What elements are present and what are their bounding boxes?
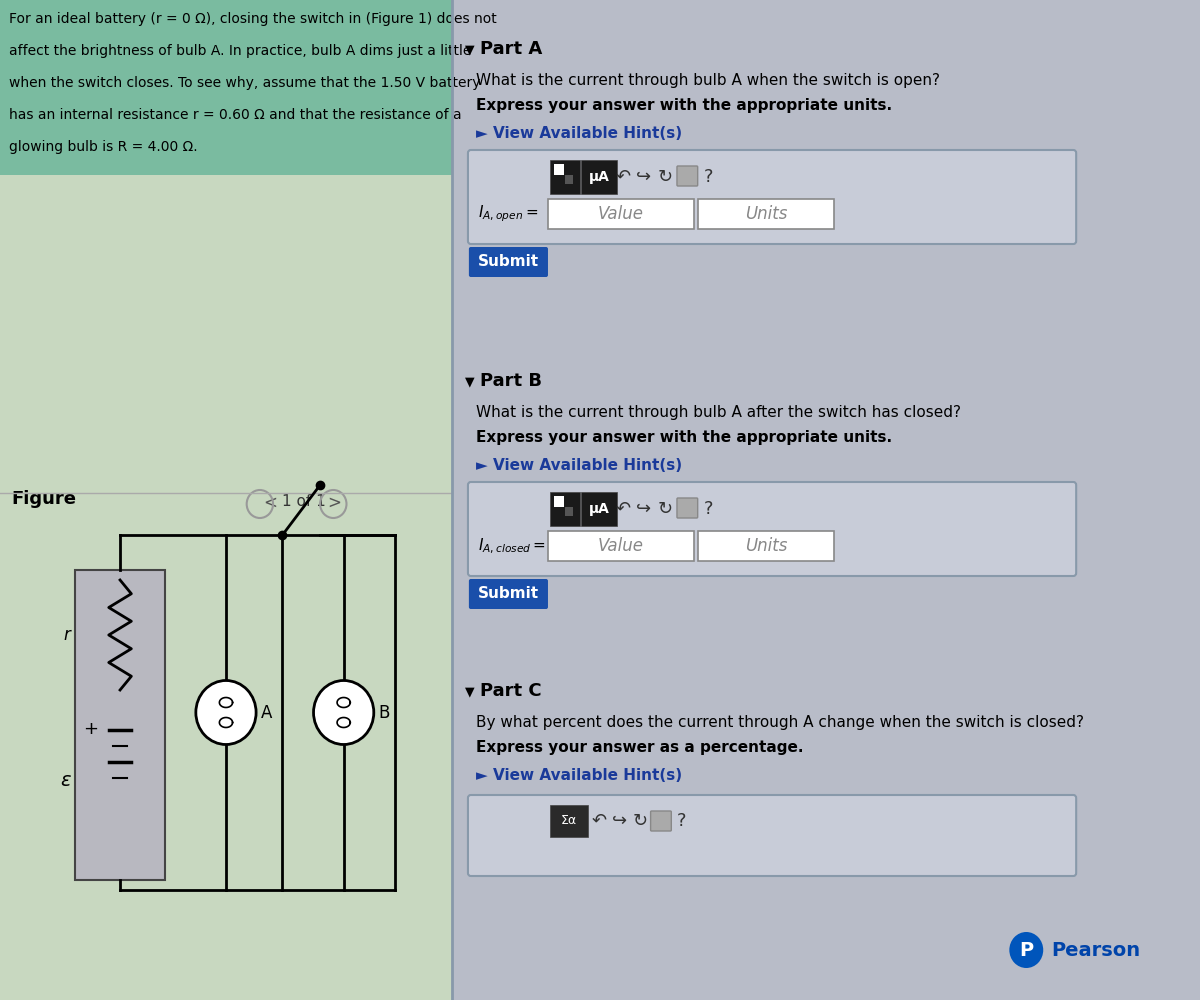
Text: Units: Units <box>745 537 787 555</box>
Text: ↶: ↶ <box>616 500 631 518</box>
FancyBboxPatch shape <box>677 166 697 186</box>
Text: B: B <box>378 704 390 722</box>
FancyBboxPatch shape <box>548 531 694 561</box>
Text: when the switch closes. To see why, assume that the 1.50 V battery: when the switch closes. To see why, assu… <box>10 76 481 90</box>
FancyBboxPatch shape <box>452 0 1130 1000</box>
FancyBboxPatch shape <box>581 492 617 526</box>
Text: Σα: Σα <box>560 814 577 828</box>
Text: ▼: ▼ <box>466 43 475 56</box>
Text: ↶: ↶ <box>592 812 606 830</box>
FancyBboxPatch shape <box>697 531 834 561</box>
FancyBboxPatch shape <box>650 811 671 831</box>
FancyBboxPatch shape <box>565 175 574 184</box>
Text: Submit: Submit <box>478 586 539 601</box>
Text: r: r <box>64 626 71 644</box>
Text: Express your answer with the appropriate units.: Express your answer with the appropriate… <box>476 430 893 445</box>
Text: ?: ? <box>703 500 713 518</box>
FancyBboxPatch shape <box>469 579 548 609</box>
Text: μA: μA <box>588 502 610 516</box>
Text: Value: Value <box>598 205 644 223</box>
FancyBboxPatch shape <box>0 0 452 175</box>
Text: A: A <box>260 704 272 722</box>
Circle shape <box>1009 932 1043 968</box>
Text: ?: ? <box>677 812 686 830</box>
FancyBboxPatch shape <box>553 164 564 175</box>
FancyBboxPatch shape <box>468 482 1076 576</box>
Text: ↪: ↪ <box>636 168 652 186</box>
Text: ε: ε <box>60 770 71 790</box>
Text: ▼: ▼ <box>466 375 475 388</box>
Text: Pearson: Pearson <box>1051 940 1140 960</box>
Text: ↶: ↶ <box>616 168 631 186</box>
FancyBboxPatch shape <box>76 570 164 880</box>
FancyBboxPatch shape <box>550 805 588 837</box>
Text: has an internal resistance r = 0.60 Ω and that the resistance of a: has an internal resistance r = 0.60 Ω an… <box>10 108 462 122</box>
Text: For an ideal battery (r = 0 Ω), closing the switch in (Figure 1) does not: For an ideal battery (r = 0 Ω), closing … <box>10 12 497 26</box>
FancyBboxPatch shape <box>468 150 1076 244</box>
Circle shape <box>313 680 373 744</box>
FancyBboxPatch shape <box>468 795 1076 876</box>
Text: 1 of 1: 1 of 1 <box>282 494 326 509</box>
Text: Part A: Part A <box>480 40 542 58</box>
Text: Express your answer as a percentage.: Express your answer as a percentage. <box>476 740 804 755</box>
Circle shape <box>196 680 256 744</box>
FancyBboxPatch shape <box>697 199 834 229</box>
Text: ?: ? <box>703 168 713 186</box>
Text: ↪: ↪ <box>636 500 652 518</box>
FancyBboxPatch shape <box>565 507 574 516</box>
Text: glowing bulb is R = 4.00 Ω.: glowing bulb is R = 4.00 Ω. <box>10 140 198 154</box>
FancyBboxPatch shape <box>553 496 564 507</box>
Text: μA: μA <box>588 170 610 184</box>
Text: ► View Available Hint(s): ► View Available Hint(s) <box>476 458 683 473</box>
Text: P: P <box>1019 940 1033 960</box>
Text: ► View Available Hint(s): ► View Available Hint(s) <box>476 768 683 783</box>
Text: ↪: ↪ <box>612 812 628 830</box>
FancyBboxPatch shape <box>550 492 580 526</box>
Text: Units: Units <box>745 205 787 223</box>
Text: >: > <box>328 494 342 512</box>
Text: <: < <box>264 494 277 512</box>
Text: $I_{A,open}=$: $I_{A,open}=$ <box>479 204 539 224</box>
Text: affect the brightness of bulb A. In practice, bulb A dims just a little: affect the brightness of bulb A. In prac… <box>10 44 472 58</box>
Text: ▼: ▼ <box>466 685 475 698</box>
Text: Figure: Figure <box>11 490 77 508</box>
FancyBboxPatch shape <box>581 160 617 194</box>
Text: By what percent does the current through A change when the switch is closed?: By what percent does the current through… <box>476 715 1085 730</box>
Text: Part B: Part B <box>480 372 542 390</box>
Text: +: + <box>83 720 98 738</box>
Text: Value: Value <box>598 537 644 555</box>
Text: $I_{A,closed}=$: $I_{A,closed}=$ <box>479 536 546 556</box>
FancyBboxPatch shape <box>550 160 580 194</box>
Text: ↻: ↻ <box>632 812 648 830</box>
Text: ↻: ↻ <box>658 500 672 518</box>
Text: Part C: Part C <box>480 682 542 700</box>
FancyBboxPatch shape <box>469 247 548 277</box>
Text: ► View Available Hint(s): ► View Available Hint(s) <box>476 126 683 141</box>
Text: Express your answer with the appropriate units.: Express your answer with the appropriate… <box>476 98 893 113</box>
FancyBboxPatch shape <box>0 0 452 1000</box>
Text: ↻: ↻ <box>658 168 672 186</box>
Text: What is the current through bulb A after the switch has closed?: What is the current through bulb A after… <box>476 405 961 420</box>
FancyBboxPatch shape <box>548 199 694 229</box>
FancyBboxPatch shape <box>677 498 697 518</box>
Text: Submit: Submit <box>478 254 539 269</box>
Text: What is the current through bulb A when the switch is open?: What is the current through bulb A when … <box>476 73 941 88</box>
